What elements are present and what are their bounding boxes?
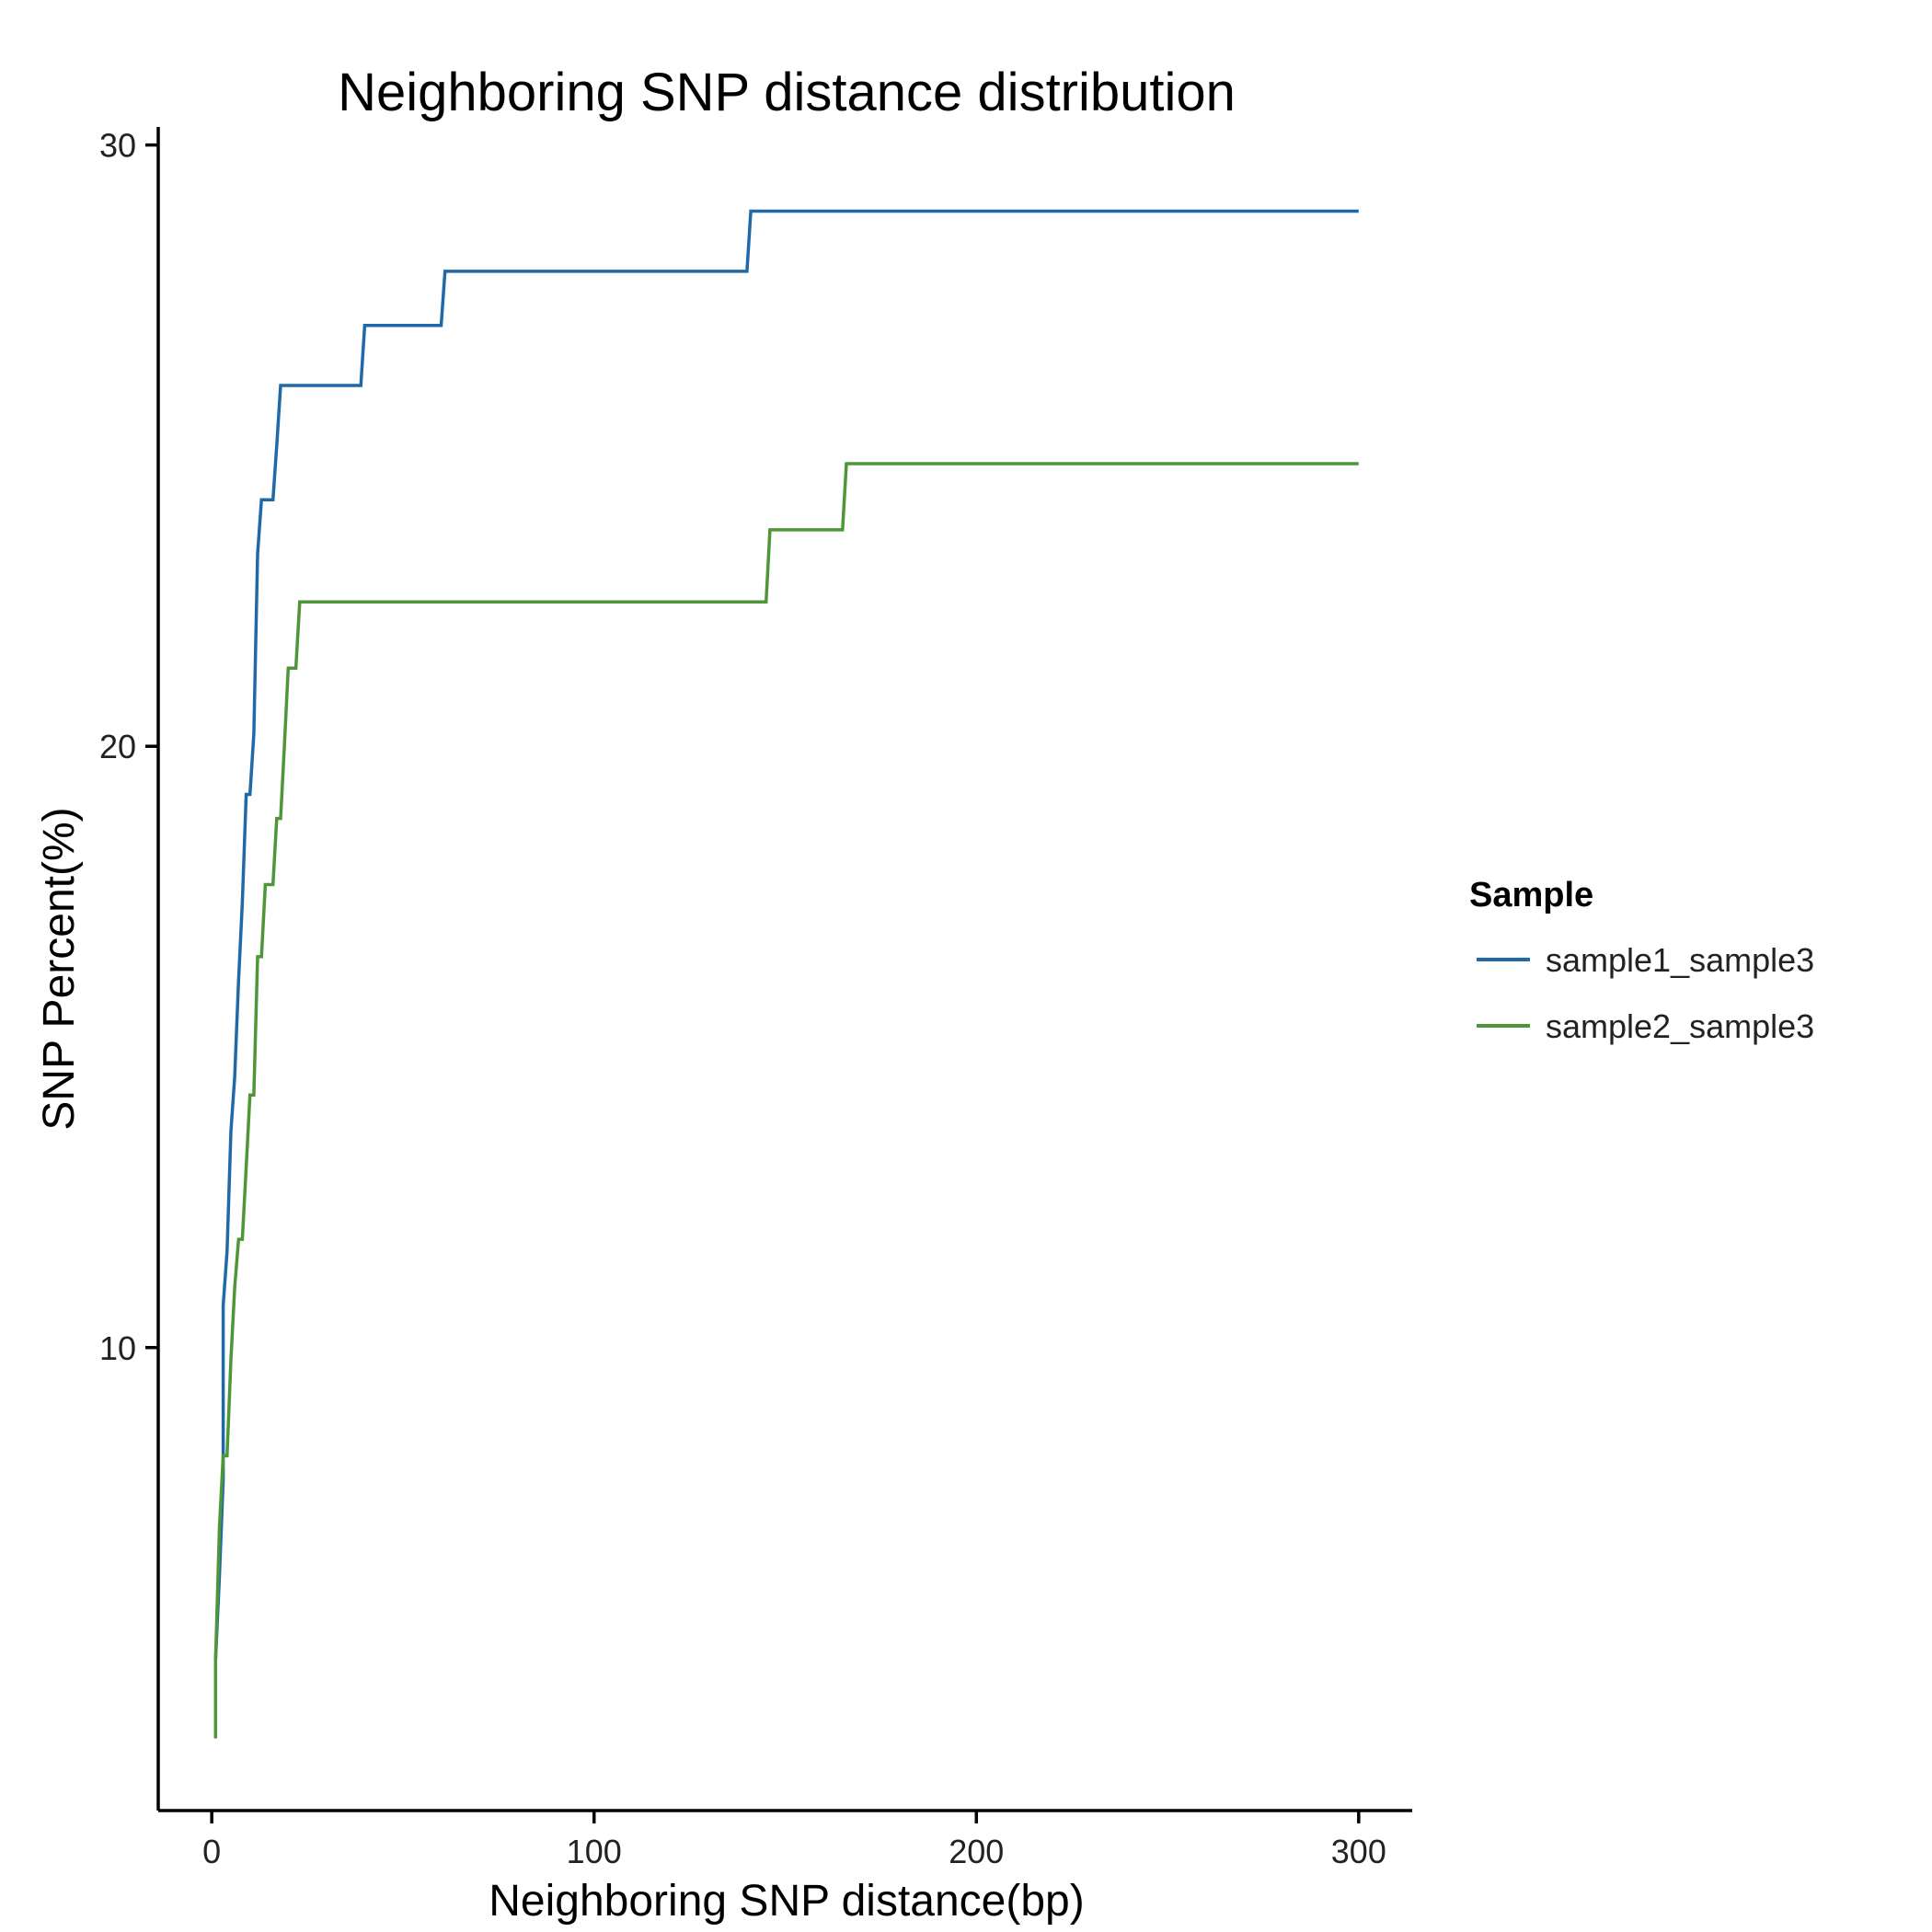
x-tick-label: 100 <box>567 1833 622 1870</box>
x-tick-label: 0 <box>202 1833 221 1870</box>
x-axis-title: Neighboring SNP distance(bp) <box>489 1877 1084 1926</box>
y-tick-label: 30 <box>99 127 136 165</box>
y-axis-ticks: 10 20 30 <box>99 127 158 1367</box>
y-tick-label: 10 <box>99 1329 136 1367</box>
chart-title: Neighboring SNP distance distribution <box>338 63 1236 122</box>
y-axis-title: SNP Percent(%) <box>35 807 84 1130</box>
legend-items: sample1_sample3 sample2_sample3 <box>1477 941 1814 1045</box>
legend-label-sample2_sample3: sample2_sample3 <box>1546 1007 1814 1045</box>
x-axis-ticks: 0 100 200 300 <box>202 1811 1386 1870</box>
series-line-sample2_sample3 <box>213 462 1359 1739</box>
legend-title: Sample <box>1469 876 1593 914</box>
plot-area <box>213 209 1359 1739</box>
legend-label-sample1_sample3: sample1_sample3 <box>1546 941 1814 979</box>
y-tick-label: 20 <box>99 728 136 765</box>
x-tick-label: 200 <box>949 1833 1004 1870</box>
x-tick-label: 300 <box>1331 1833 1386 1870</box>
legend: Sample sample1_sample3 sample2_sample3 <box>1469 876 1814 1045</box>
series-line-sample1_sample3 <box>213 209 1359 1661</box>
